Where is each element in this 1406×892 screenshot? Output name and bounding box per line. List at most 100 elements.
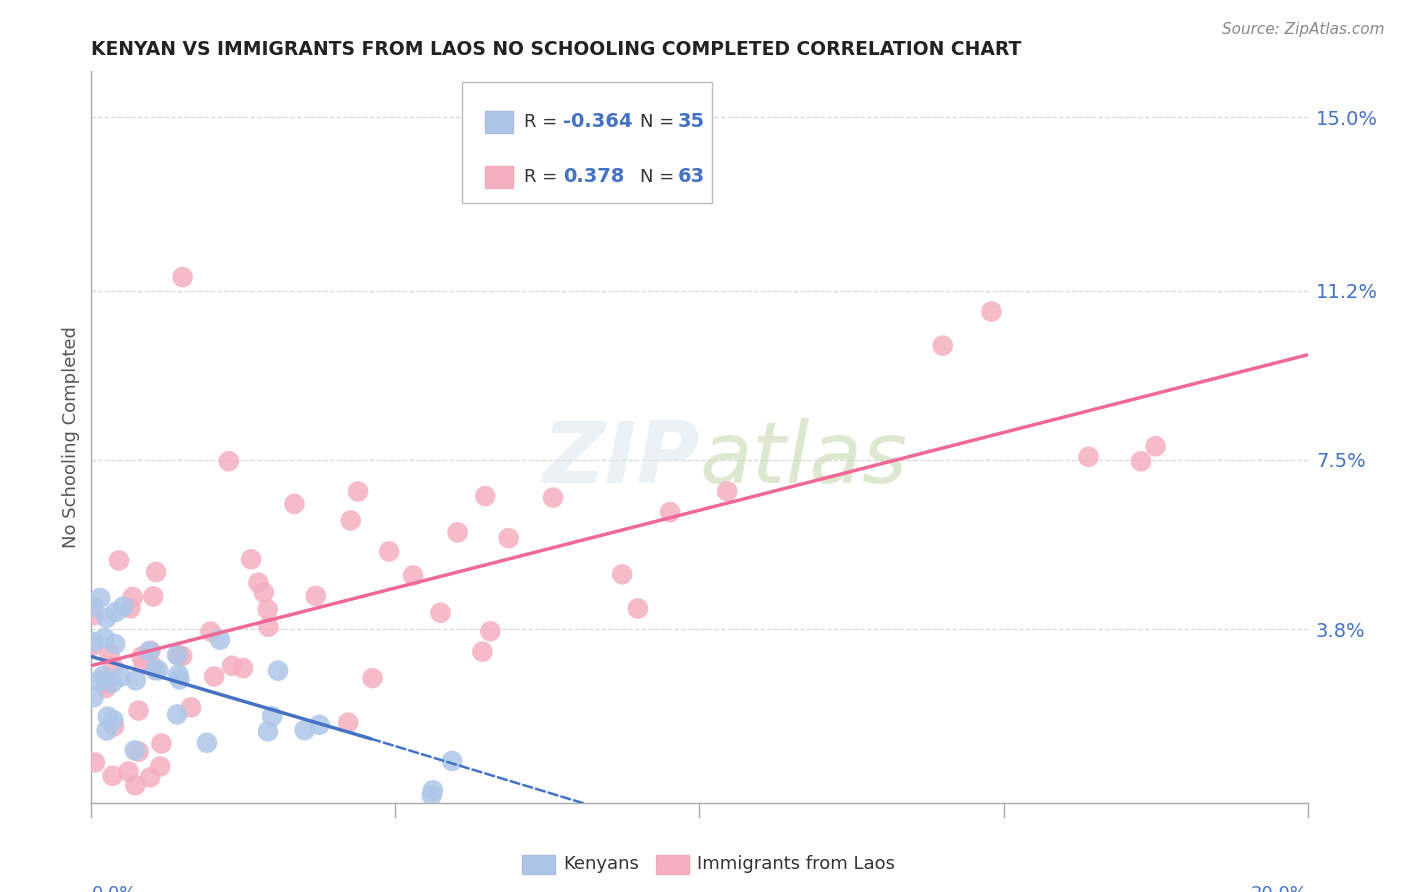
Point [138,644,160,658]
Point [128,704,150,718]
Point [172,648,194,663]
Point [195,736,218,750]
Point [267,664,290,678]
Point [149,759,172,773]
Point [91,669,114,683]
Point [101,769,124,783]
Point [172,270,194,285]
Point [441,754,464,768]
Text: KENYAN VS IMMIGRANTS FROM LAOS NO SCHOOLING COMPLETED CORRELATION CHART: KENYAN VS IMMIGRANTS FROM LAOS NO SCHOOL… [91,39,1022,59]
Text: Source: ZipAtlas.com: Source: ZipAtlas.com [1222,22,1385,37]
Point [247,575,270,590]
Point [94,681,117,695]
Point [498,531,520,545]
Point [139,644,162,658]
Point [148,663,170,677]
Point [422,783,444,797]
Point [103,713,125,727]
Point [143,663,166,677]
Point [627,601,650,615]
Point [610,567,633,582]
Point [541,491,564,505]
Point [257,724,280,739]
Point [166,707,188,722]
Point [659,505,682,519]
Point [131,649,153,664]
Text: ZIP: ZIP [541,417,699,500]
Point [931,338,953,352]
Point [337,715,360,730]
Point [112,599,135,614]
FancyBboxPatch shape [463,82,711,203]
Point [167,648,190,662]
Point [120,601,142,615]
Point [104,605,127,619]
Text: atlas: atlas [699,417,907,500]
Point [202,669,225,683]
Point [103,719,125,733]
Point [429,606,451,620]
Point [256,602,278,616]
Point [110,670,132,684]
Point [124,743,146,757]
Point [98,647,121,661]
Text: Kenyans: Kenyans [564,855,640,873]
Point [257,620,280,634]
Point [125,673,148,688]
Point [82,599,104,614]
Point [339,514,361,528]
Point [308,718,330,732]
Text: R =: R = [524,168,564,186]
Point [89,673,111,688]
Text: -0.364: -0.364 [564,112,633,131]
FancyBboxPatch shape [485,111,513,133]
Point [89,591,111,605]
Point [84,756,107,770]
Point [305,589,328,603]
Point [128,745,150,759]
Point [232,661,254,675]
Point [253,585,276,599]
Point [1129,454,1152,468]
Point [420,789,443,803]
Point [101,676,124,690]
Text: 0.0%: 0.0% [91,885,136,892]
Point [93,631,115,645]
Point [221,658,243,673]
Point [716,484,738,499]
Point [402,568,425,582]
Point [474,489,496,503]
Point [150,737,173,751]
Point [347,484,370,499]
Y-axis label: No Schooling Completed: No Schooling Completed [62,326,80,548]
Point [166,648,188,662]
Point [80,639,103,653]
Point [141,659,163,673]
Text: 35: 35 [678,112,704,131]
Point [1077,450,1099,464]
Point [139,770,162,784]
Point [1144,439,1167,453]
Point [97,709,120,723]
Point [283,497,305,511]
Point [180,700,202,714]
Point [361,671,384,685]
FancyBboxPatch shape [522,855,555,874]
Point [96,723,118,738]
Point [479,624,502,639]
Point [104,637,127,651]
Text: N =: N = [640,168,681,186]
Point [83,608,105,623]
Point [132,657,155,672]
Point [83,690,105,705]
Point [471,644,494,658]
Point [218,454,240,468]
Point [169,673,191,687]
Point [980,304,1002,318]
Point [142,590,165,604]
Text: 20.0%: 20.0% [1251,885,1308,892]
Point [208,632,231,647]
Text: R =: R = [524,112,564,131]
Point [262,709,284,723]
Point [200,624,222,639]
